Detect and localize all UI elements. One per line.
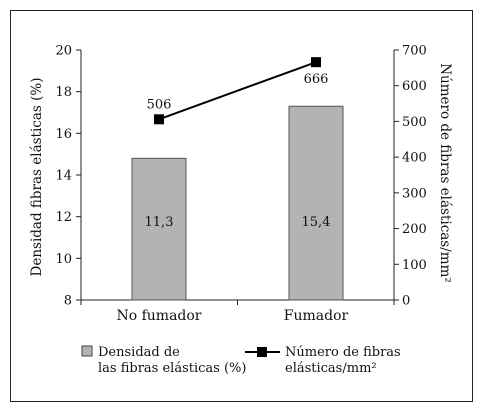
figure-frame bbox=[10, 10, 473, 402]
legend-line-marker bbox=[257, 347, 267, 357]
left-tick-label-0: 8 bbox=[64, 294, 72, 309]
legend-bar-swatch bbox=[81, 345, 93, 357]
left-tick-label-3: 14 bbox=[55, 169, 72, 184]
left-tick-label-2: 12 bbox=[55, 210, 72, 225]
right-tick-label-4: 400 bbox=[402, 151, 427, 166]
right-tick-label-7: 700 bbox=[402, 44, 427, 59]
line-series: 506 666 bbox=[147, 57, 329, 125]
left-tick-label-6: 20 bbox=[55, 44, 72, 59]
x-tick-label-1: Fumador bbox=[284, 308, 349, 324]
left-tick-label-1: 10 bbox=[55, 252, 72, 267]
right-tick-label-3: 300 bbox=[402, 186, 427, 201]
line-point-0 bbox=[154, 114, 164, 125]
right-tick-label-5: 500 bbox=[402, 115, 427, 130]
left-tick-label-4: 16 bbox=[55, 127, 72, 142]
legend-line-text-0: Número de fibras bbox=[285, 345, 401, 360]
legend-bar-text-0: Densidad de bbox=[98, 345, 180, 360]
bar-label-1: 15,4 bbox=[302, 215, 331, 230]
x-tick-label-0: No fumador bbox=[116, 308, 201, 324]
right-tick-label-1: 100 bbox=[402, 258, 427, 273]
bars: 11,3 15,4 bbox=[131, 105, 344, 301]
line-point-1 bbox=[311, 57, 321, 68]
line-label-1: 666 bbox=[304, 72, 329, 87]
y-axis-title: Densidad fibras elásticas (%) bbox=[29, 78, 45, 277]
legend-bar-text-1: las fibras elásticas (%) bbox=[98, 361, 246, 376]
legend-line-text-1: elásticas/mm² bbox=[285, 361, 377, 376]
series-line bbox=[158, 61, 317, 121]
bar-0 bbox=[131, 157, 187, 301]
line-label-0: 506 bbox=[147, 97, 172, 112]
right-tick-label-0: 0 bbox=[402, 294, 410, 309]
left-tick-label-5: 18 bbox=[55, 85, 72, 100]
bar-label-0: 11,3 bbox=[145, 215, 174, 230]
y2-axis-title: Número de fibras elásticas/mm² bbox=[437, 63, 453, 283]
bar-1 bbox=[288, 105, 344, 301]
right-tick-label-6: 600 bbox=[402, 79, 427, 94]
right-tick-label-2: 200 bbox=[402, 222, 427, 237]
